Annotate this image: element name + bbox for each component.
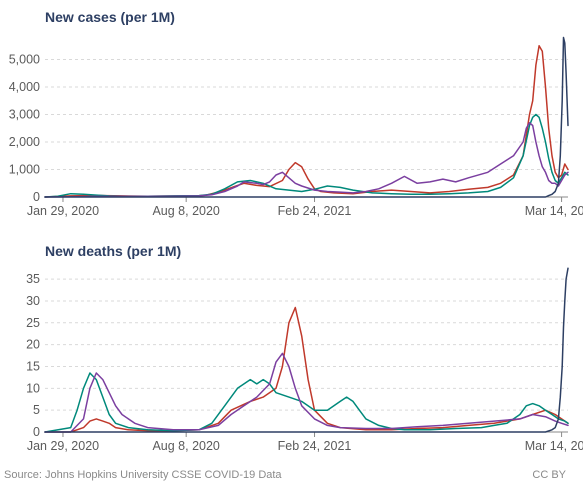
y-tick-label: 35 bbox=[26, 272, 40, 286]
y-tick-label: 15 bbox=[26, 359, 40, 373]
x-tick-label: Aug 8, 2020 bbox=[152, 439, 219, 453]
x-tick-label: Feb 24, 2021 bbox=[278, 204, 352, 218]
series-line-4[interactable] bbox=[44, 36, 569, 198]
y-tick-label: 0 bbox=[33, 425, 40, 439]
source-note: Source: Johns Hopkins University CSSE CO… bbox=[4, 469, 282, 481]
x-tick-label: Mar 14, 2022 bbox=[525, 204, 583, 218]
chart-title-cases: New cases (per 1M) bbox=[45, 9, 175, 25]
y-tick-label: 30 bbox=[26, 294, 40, 308]
y-tick-label: 2,000 bbox=[9, 135, 40, 149]
y-tick-label: 25 bbox=[26, 316, 40, 330]
deaths-chart: 0 5 10 15 20 25 30 35 Jan 29, 2020 Aug 8, 2020 Feb… bbox=[26, 267, 583, 453]
series-line-4[interactable] bbox=[44, 267, 569, 433]
series-line-1[interactable] bbox=[44, 306, 569, 433]
y-tick-label: 3,000 bbox=[9, 108, 40, 122]
series-line-2[interactable] bbox=[44, 113, 569, 198]
series-line-3[interactable] bbox=[44, 352, 569, 433]
y-tick-label: 20 bbox=[26, 338, 40, 352]
cases-chart: 0 1,000 2,000 3,000 4,000 5,000 Jan 29, 2020 Au… bbox=[9, 36, 583, 218]
x-tick-label: Jan 29, 2020 bbox=[27, 439, 99, 453]
series-line-3[interactable] bbox=[44, 122, 569, 198]
series-line-2[interactable] bbox=[44, 372, 569, 433]
y-tick-label: 4,000 bbox=[9, 80, 40, 94]
y-tick-label: 5 bbox=[33, 403, 40, 417]
y-tick-label: 10 bbox=[26, 381, 40, 395]
y-tick-label: 0 bbox=[33, 190, 40, 204]
x-tick-label: Jan 29, 2020 bbox=[27, 204, 99, 218]
y-tick-label: 1,000 bbox=[9, 163, 40, 177]
license-link[interactable]: CC BY bbox=[532, 469, 566, 481]
x-tick-label: Aug 8, 2020 bbox=[152, 204, 219, 218]
x-tick-label: Mar 14, 2022 bbox=[525, 439, 583, 453]
x-tick-label: Feb 24, 2021 bbox=[278, 439, 352, 453]
series-line-1[interactable] bbox=[44, 45, 569, 198]
y-tick-label: 5,000 bbox=[9, 53, 40, 67]
chart-title-deaths: New deaths (per 1M) bbox=[45, 243, 181, 259]
